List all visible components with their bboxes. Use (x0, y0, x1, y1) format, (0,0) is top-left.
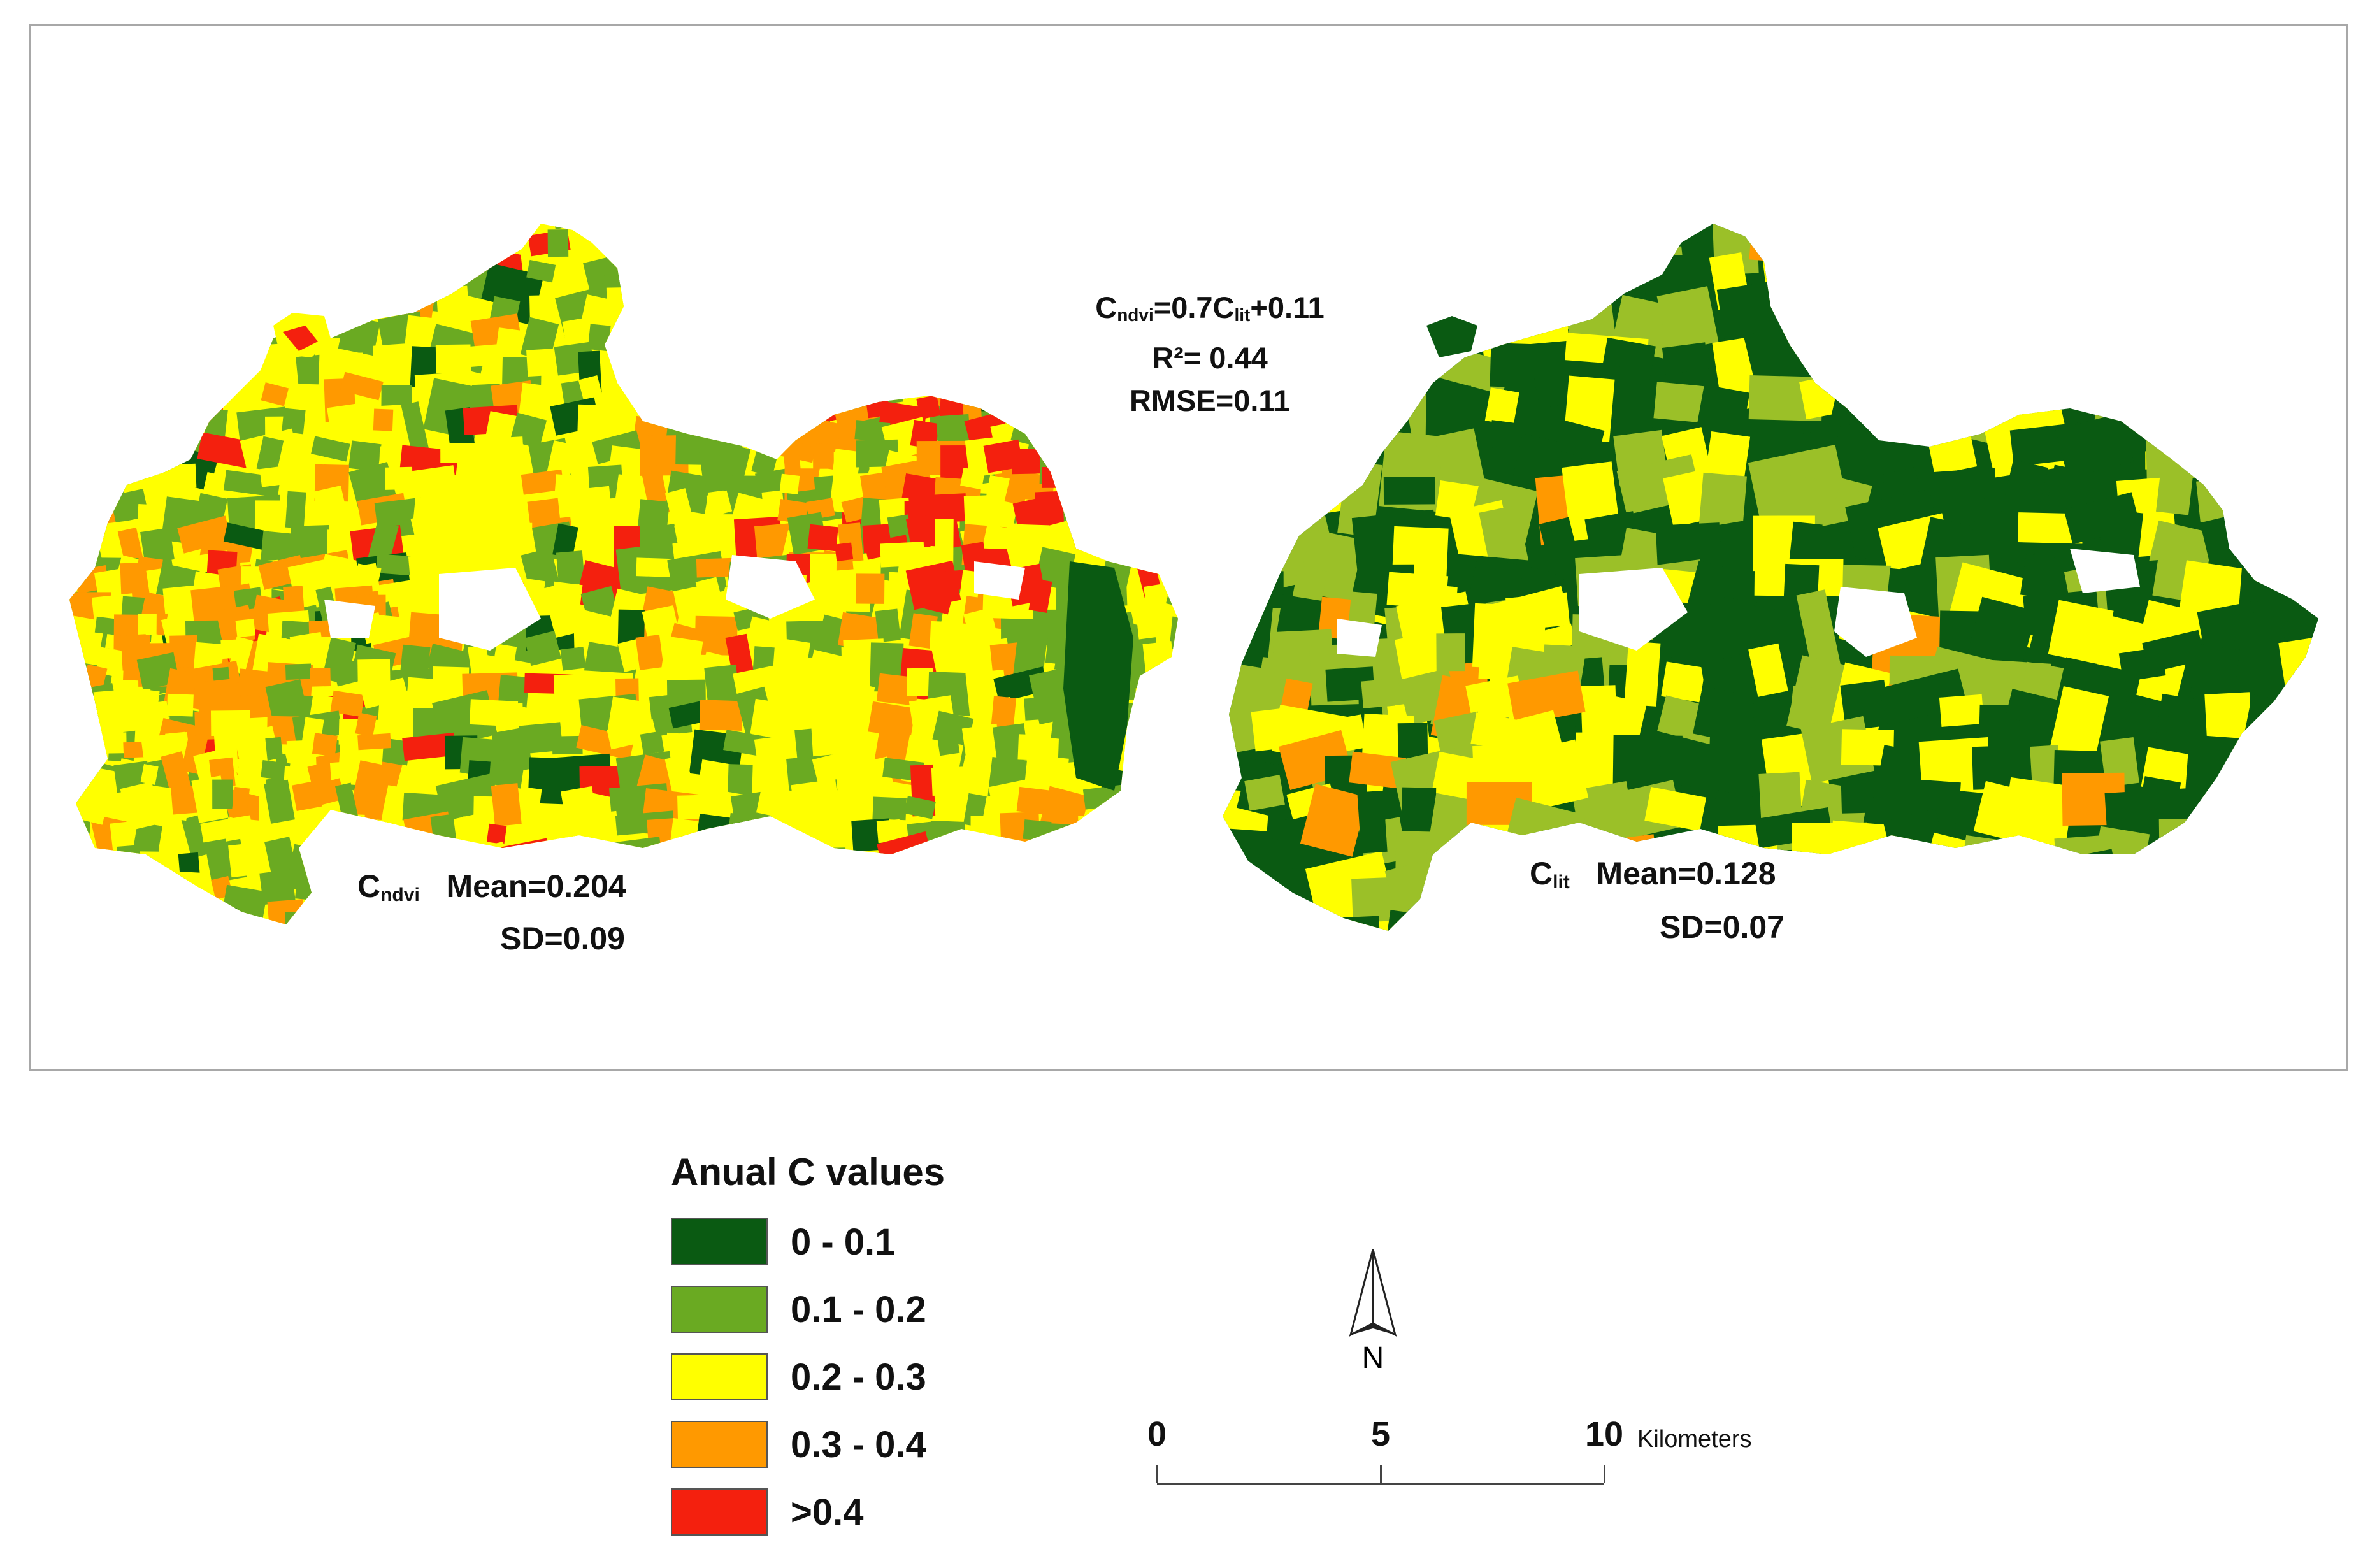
scale-tick-label: 10 (1584, 1415, 1624, 1453)
map-frame: Cndvi Mean=0.204 SD=0.09 Clit Mean=0.128… (29, 24, 2348, 1071)
scale-tick (1380, 1465, 1382, 1483)
legend-swatch (671, 1353, 768, 1400)
legend-item: >0.4 (671, 1478, 945, 1546)
legend-label: 0.3 - 0.4 (791, 1423, 926, 1465)
left-map-cndvi (69, 224, 1178, 924)
legend-label: >0.4 (791, 1491, 864, 1533)
right-map-symbol: Clit (1530, 856, 1570, 893)
legend-title: Anual C values (671, 1151, 945, 1193)
regression-rmse: RMSE=0.11 (1129, 384, 1291, 417)
maps-canvas (69, 224, 2318, 931)
regression-r2: R²= 0.44 (1152, 341, 1268, 375)
legend-item: 0 - 0.1 (671, 1208, 945, 1276)
right-map-stats: Clit Mean=0.128 (1530, 854, 1776, 894)
scale-tick (1604, 1465, 1605, 1483)
legend-item: 0.3 - 0.4 (671, 1411, 945, 1478)
scale-tick-label: 5 (1370, 1415, 1391, 1453)
legend-swatch (671, 1488, 768, 1536)
north-arrow-icon: N (1349, 1249, 1397, 1373)
right-map-northwest-patch (1426, 316, 1477, 357)
legend-swatch (671, 1286, 768, 1333)
scale-bar: 0 5 10 Kilometers (1134, 1414, 1835, 1510)
legend-label: 0.1 - 0.2 (791, 1288, 926, 1330)
legend: Anual C values 0 - 0.1 0.1 - 0.2 0.2 - 0.3… (671, 1150, 945, 1546)
left-map-stats: Cndvi Mean=0.204 (357, 867, 626, 907)
north-label: N (1362, 1341, 1384, 1373)
left-map-northwest-patch (273, 313, 331, 357)
scale-tick (1156, 1465, 1158, 1483)
legend-item: 0.2 - 0.3 (671, 1343, 945, 1411)
scale-line (1157, 1483, 1604, 1485)
legend-swatch (671, 1421, 768, 1468)
regression-equation: Cndvi=0.7Clit+0.11 (1095, 291, 1325, 325)
left-map-sd: SD=0.09 (500, 921, 625, 956)
scale-tick-label: 0 (1147, 1415, 1167, 1453)
legend-swatch (671, 1218, 768, 1265)
scale-unit: Kilometers (1637, 1426, 1752, 1453)
legend-label: 0.2 - 0.3 (791, 1356, 926, 1398)
left-map-mean: Mean=0.204 (446, 868, 626, 904)
left-map-symbol: Cndvi (357, 868, 420, 905)
right-map-sd: SD=0.07 (1660, 909, 1785, 945)
legend-item: 0.1 - 0.2 (671, 1276, 945, 1343)
legend-label: 0 - 0.1 (791, 1221, 896, 1263)
regression-stats: Cndvi=0.7Clit+0.11 R²= 0.44 RMSE=0.11 (923, 286, 1497, 422)
right-map-mean: Mean=0.128 (1596, 856, 1776, 891)
